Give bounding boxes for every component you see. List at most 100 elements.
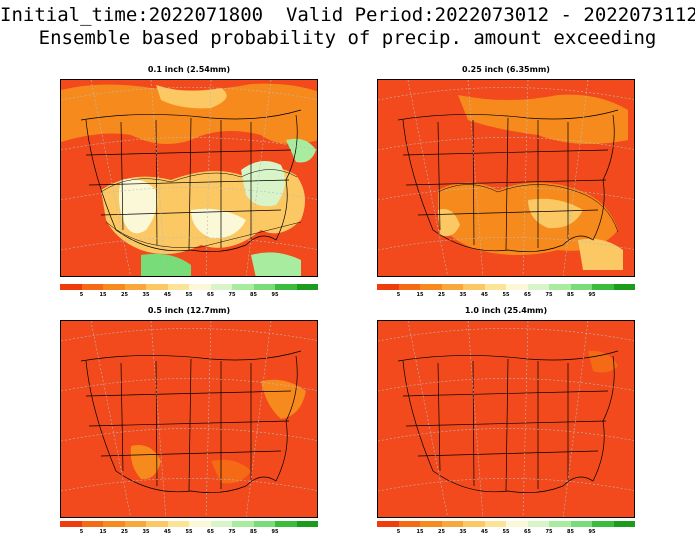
colorbar-swatch xyxy=(81,284,103,290)
colorbar-label: 85 xyxy=(250,529,257,535)
colorbar-label: 35 xyxy=(459,529,467,535)
colorbar-swatch xyxy=(189,521,211,527)
colorbar-label: 5 xyxy=(396,529,401,535)
colorbar-0.25-inch: 5 15 25 35 45 55 65 75 85 95 xyxy=(377,284,635,300)
colorbar-label: 85 xyxy=(250,292,257,298)
colorbar-label: 95 xyxy=(271,292,279,298)
prob-shading xyxy=(61,83,317,276)
colorbar-label: 15 xyxy=(99,529,107,535)
country-state-borders xyxy=(80,350,302,493)
colorbar-label: 45 xyxy=(164,529,171,535)
colorbar-swatches xyxy=(377,284,635,290)
colorbar-swatch xyxy=(441,284,463,290)
colorbar-swatch xyxy=(613,521,635,527)
colorbar-swatch xyxy=(146,284,168,290)
colorbar-swatch xyxy=(463,521,485,527)
map-0.5-inch xyxy=(60,320,318,518)
colorbar-label: 95 xyxy=(271,529,279,535)
colorbar-label: 5 xyxy=(79,529,84,535)
lat-lon-grid xyxy=(378,321,634,517)
colorbar-swatch xyxy=(275,284,297,290)
colorbar-swatch xyxy=(275,521,297,527)
colorbar-label: 75 xyxy=(545,529,553,535)
colorbar-label: 25 xyxy=(438,529,445,535)
colorbar-swatch xyxy=(146,521,168,527)
colorbar-swatch xyxy=(377,284,399,290)
colorbar-label: 65 xyxy=(207,529,214,535)
colorbar-label: 85 xyxy=(567,529,574,535)
colorbar-swatch xyxy=(506,521,528,527)
colorbar-label: 95 xyxy=(588,529,596,535)
colorbar-swatch xyxy=(441,521,463,527)
colorbar-swatches xyxy=(377,521,635,527)
colorbar-swatch xyxy=(103,521,125,527)
colorbar-swatch xyxy=(296,284,318,290)
colorbar-label: 45 xyxy=(481,529,488,535)
country-state-borders xyxy=(397,109,619,252)
panel-title-1.0-inch: 1.0 inch (25.4mm) xyxy=(464,306,548,315)
colorbar-label: 25 xyxy=(121,529,128,535)
colorbar-swatches xyxy=(60,284,318,290)
country-state-borders xyxy=(397,350,619,493)
colorbar-swatch xyxy=(613,284,635,290)
colorbar-swatch xyxy=(420,521,442,527)
colorbar-label: 55 xyxy=(502,529,510,535)
colorbar-label: 55 xyxy=(502,292,510,298)
colorbar-swatch xyxy=(296,521,318,527)
colorbar-label: 35 xyxy=(459,292,467,298)
map-0.25-inch xyxy=(377,79,635,277)
colorbar-swatch xyxy=(124,521,146,527)
colorbar-swatch xyxy=(484,284,506,290)
colorbar-swatch xyxy=(570,521,592,527)
lat-lon-grid xyxy=(61,80,317,276)
colorbar-label: 25 xyxy=(121,292,128,298)
colorbar-labels: 5 15 25 35 45 55 65 75 85 95 xyxy=(377,292,635,300)
map-0.1-inch xyxy=(60,79,318,277)
panel-title-0.5-inch: 0.5 inch (12.7mm) xyxy=(147,306,231,315)
colorbar-swatch xyxy=(463,284,485,290)
country-state-borders xyxy=(80,109,302,252)
colorbar-swatch xyxy=(398,284,420,290)
colorbar-swatch xyxy=(232,521,254,527)
colorbar-swatch xyxy=(210,284,232,290)
colorbar-swatch xyxy=(420,284,442,290)
colorbar-label: 65 xyxy=(207,292,214,298)
colorbar-label: 35 xyxy=(142,529,150,535)
colorbar-label: 15 xyxy=(416,529,424,535)
colorbar-swatch xyxy=(210,521,232,527)
colorbar-label: 25 xyxy=(438,292,445,298)
colorbar-swatch xyxy=(167,521,189,527)
colorbar-label: 5 xyxy=(396,292,401,298)
colorbar-swatch xyxy=(232,284,254,290)
colorbar-swatch xyxy=(549,284,571,290)
colorbar-swatch xyxy=(527,284,549,290)
colorbar-swatch xyxy=(398,521,420,527)
colorbar-swatch xyxy=(189,284,211,290)
colorbar-labels: 5 15 25 35 45 55 65 75 85 95 xyxy=(60,529,318,537)
colorbar-label: 35 xyxy=(142,292,150,298)
colorbar-label: 55 xyxy=(185,292,193,298)
colorbar-label: 15 xyxy=(416,292,424,298)
colorbar-swatch xyxy=(60,521,82,527)
colorbar-label: 85 xyxy=(567,292,574,298)
colorbar-swatch xyxy=(253,284,275,290)
colorbar-label: 75 xyxy=(228,292,236,298)
colorbar-labels: 5 15 25 35 45 55 65 75 85 95 xyxy=(60,292,318,300)
colorbar-label: 55 xyxy=(185,529,193,535)
lat-lon-grid xyxy=(378,80,634,276)
colorbar-label: 45 xyxy=(164,292,171,298)
colorbar-swatch xyxy=(592,284,614,290)
initial-time-valid-period-header: Initial_time:2022071800 Valid Period:202… xyxy=(0,4,695,26)
colorbar-0.5-inch: 5 15 25 35 45 55 65 75 85 95 xyxy=(60,521,318,537)
colorbar-swatch xyxy=(506,284,528,290)
colorbar-swatch xyxy=(549,521,571,527)
colorbar-label: 65 xyxy=(524,292,531,298)
colorbar-label: 15 xyxy=(99,292,107,298)
colorbar-swatch xyxy=(60,284,82,290)
colorbar-swatch xyxy=(377,521,399,527)
colorbar-swatch xyxy=(253,521,275,527)
prob-shading xyxy=(438,94,628,270)
colorbar-label: 45 xyxy=(481,292,488,298)
colorbar-label: 5 xyxy=(79,292,84,298)
prob-contours xyxy=(100,169,302,248)
